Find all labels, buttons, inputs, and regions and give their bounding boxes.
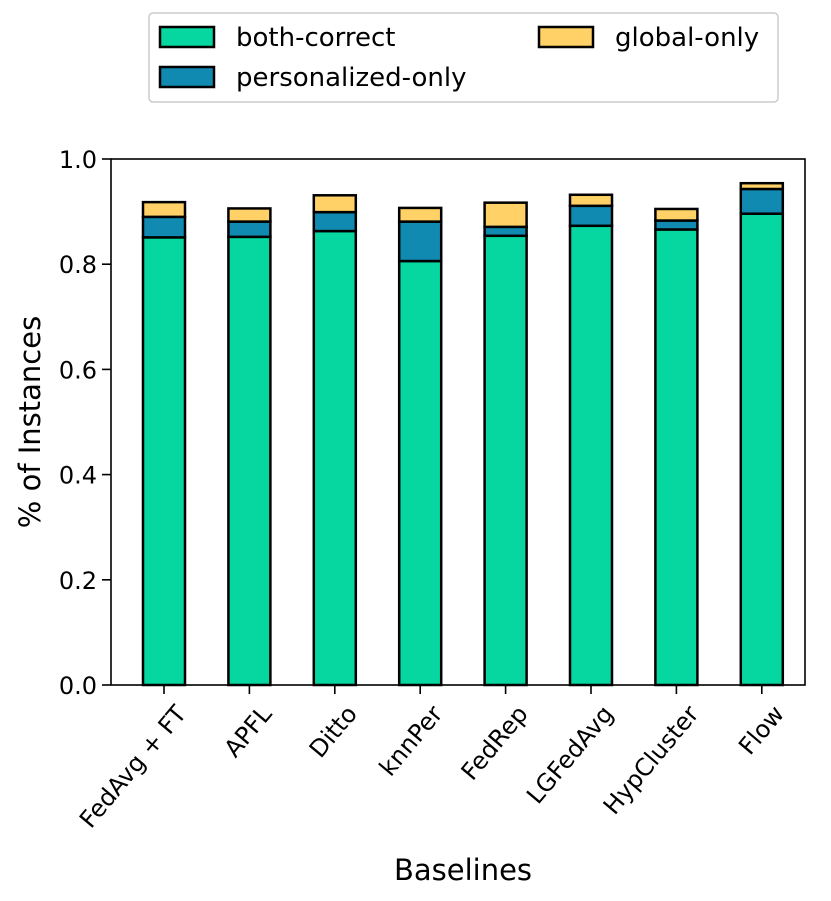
legend-label-global-only: global-only <box>615 23 759 53</box>
legend-swatch-personalized-only <box>158 65 216 89</box>
y-tick-label: 0.0 <box>59 672 97 700</box>
x-tick-label-ditto: Ditto <box>304 700 363 763</box>
legend: both-correct personalized-only global-on… <box>148 12 779 103</box>
bar-lgfedavg-both-correct <box>568 224 614 687</box>
y-axis: 0.0 0.2 0.4 0.6 0.8 1.0 <box>59 146 111 700</box>
y-tick-label: 0.8 <box>59 251 97 279</box>
legend-label-both-correct: both-correct <box>236 23 396 53</box>
y-tick-label: 1.0 <box>59 146 97 174</box>
y-tick-label: 0.2 <box>59 567 97 595</box>
bar-fedavg-ft-both-correct <box>141 236 187 687</box>
x-tick-label-fedrep: FedRep <box>456 700 534 785</box>
bar-hypcluster-personalized-only <box>654 219 699 231</box>
plot-frame <box>110 158 806 686</box>
bar-flow-global-only <box>739 181 785 191</box>
legend-swatch-global-only <box>537 25 595 49</box>
bar-knnper-both-correct <box>397 259 443 687</box>
y-tick-label: 0.6 <box>59 356 97 384</box>
bar-fedrep-personalized-only <box>483 225 528 238</box>
legend-frame <box>148 12 779 103</box>
bar-hypcluster-global-only <box>654 207 699 222</box>
bar-fedrep-both-correct <box>483 234 528 687</box>
bar-fedavg-ft-global-only <box>141 200 187 219</box>
bar-apfl-personalized-only <box>227 220 272 239</box>
bar-hypcluster-both-correct <box>654 228 699 687</box>
bar-fedavg-ft-personalized-only <box>141 215 187 239</box>
bar-flow-personalized-only <box>739 187 785 215</box>
legend-label-personalized-only: personalized-only <box>236 63 467 93</box>
bar-lgfedavg-global-only <box>568 193 614 208</box>
x-tick-label-flow: Flow <box>733 700 790 760</box>
bar-knnper-personalized-only <box>397 220 443 263</box>
legend-swatch-both-correct <box>158 25 216 49</box>
bar-lgfedavg-personalized-only <box>568 204 614 228</box>
bar-ditto-both-correct <box>312 229 358 687</box>
x-axis: FedAvg + FT APFL Ditto knnPer FedRepLGFedAvg… <box>74 685 790 833</box>
x-axis-label: Baselines <box>394 853 532 887</box>
bar-ditto-global-only <box>312 194 358 214</box>
bar-knnper-global-only <box>397 206 443 223</box>
bars-layer <box>141 181 785 687</box>
y-axis-label: % of Instances <box>13 316 47 528</box>
bar-apfl-both-correct <box>227 235 272 687</box>
bar-flow-both-correct <box>739 212 785 687</box>
bar-apfl-global-only <box>227 207 272 223</box>
bar-fedrep-global-only <box>483 201 528 229</box>
x-tick-label-apfl: APFL <box>219 700 278 763</box>
x-tick-label-fedavg-ft: FedAvg + FT <box>74 700 192 833</box>
y-tick-label: 0.4 <box>59 462 97 490</box>
x-tick-label-knnper: knnPer <box>374 700 449 781</box>
bar-ditto-personalized-only <box>312 210 358 233</box>
